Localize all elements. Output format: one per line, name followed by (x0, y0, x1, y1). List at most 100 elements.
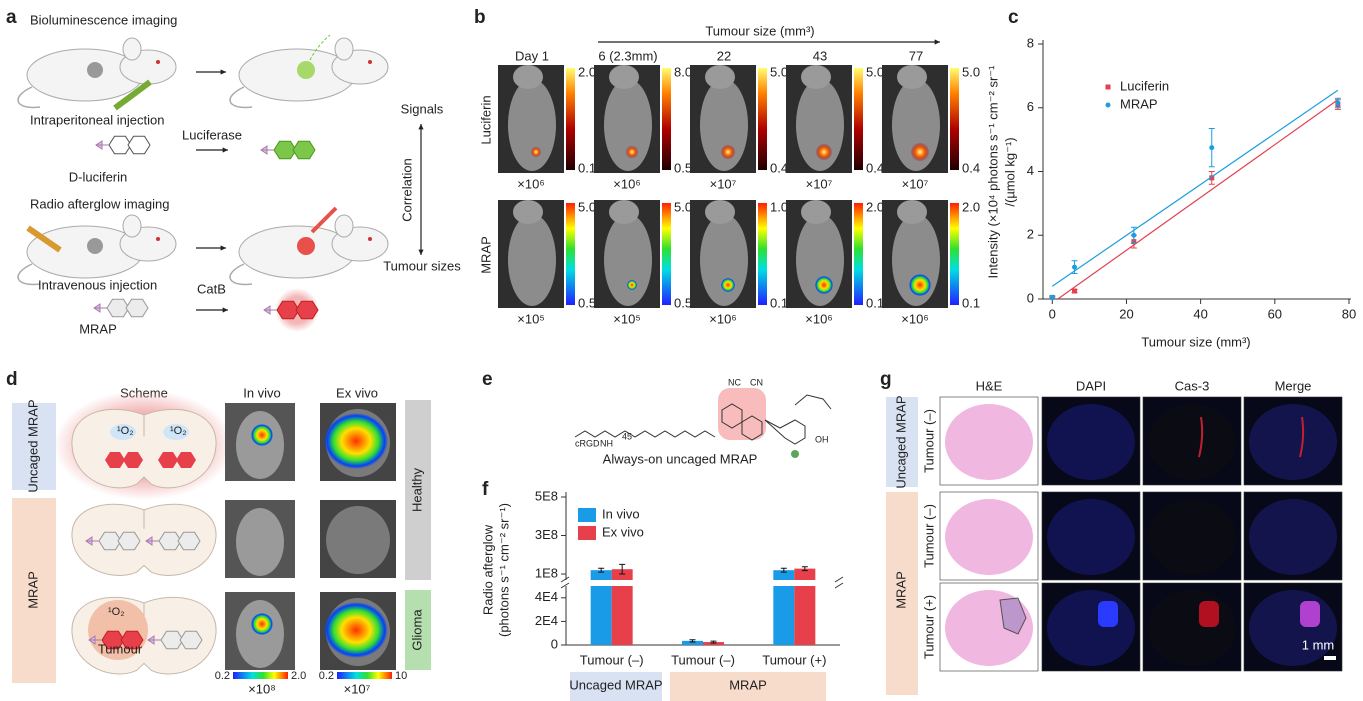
colorbar-min: 0.4 (962, 160, 980, 175)
tumour (87, 238, 103, 254)
fit-line (1057, 99, 1339, 300)
x-tick-label: 0 (1049, 306, 1056, 321)
error-bar (780, 567, 787, 573)
molecule-ring (177, 531, 201, 551)
mouse-head (705, 65, 735, 89)
mouse-silhouette (700, 214, 748, 306)
y-axis-title: Radio afterglow (480, 524, 495, 615)
colorbar-max: 10 (395, 670, 407, 682)
tissue-section (1249, 499, 1337, 575)
mouse-eye (368, 237, 372, 241)
tissue-section (1148, 404, 1236, 480)
oxygen-label: ¹O₂ (117, 425, 134, 437)
column-header: Ex vivo (336, 385, 378, 400)
colorbar-min: 0.1 (962, 295, 980, 310)
colorbar-min: 0.1 (578, 160, 596, 175)
axis-title: Tumour size (mm³) (705, 23, 814, 38)
colorbar-min: 0.4 (866, 160, 884, 175)
tumour-label: Tumour (98, 641, 143, 656)
data-point (1131, 232, 1137, 238)
tumour (87, 62, 103, 78)
y-axis-title: (photons s⁻¹ cm⁻² sr⁻¹) (496, 503, 511, 637)
molecule-ring (105, 452, 125, 468)
colorbar (758, 203, 767, 305)
emission (309, 34, 331, 61)
correlation-label: Correlation (399, 158, 414, 222)
colorbar-min: 0.5 (578, 295, 596, 310)
tissue-section (1148, 499, 1236, 575)
x-tick-label: Tumour (–) (580, 652, 644, 667)
oxygen-label: ¹O₂ (108, 606, 125, 618)
colorbar (337, 672, 392, 679)
scale-multiplier: ×10⁵ (517, 311, 544, 326)
arrow-head (220, 245, 226, 251)
panel-letter: a (6, 7, 17, 28)
group-label: MRAP (729, 677, 767, 692)
group-label: Uncaged MRAP (893, 395, 908, 488)
step-label: Intraperitoneal injection (30, 112, 164, 127)
scale-multiplier: ×10⁷ (806, 176, 833, 191)
x-tick-label: Tumour (–) (671, 652, 735, 667)
section-title: Bioluminescence imaging (30, 12, 177, 27)
condition-box (405, 400, 431, 580)
row-label: MRAP (478, 236, 493, 274)
condition-box (405, 590, 431, 670)
signal-spot (721, 278, 735, 292)
scale-multiplier: ×10⁶ (613, 176, 640, 191)
y-tick-label: 8 (1027, 35, 1034, 50)
signal-spot (251, 613, 273, 635)
bar (611, 569, 633, 645)
legend-label: In vivo (602, 506, 640, 521)
y-tick-label: 6 (1027, 99, 1034, 114)
scale-multiplier: ×10⁷ (344, 681, 371, 696)
molecule-ring (295, 300, 319, 320)
y-tick-label: 2E4 (535, 613, 558, 628)
y-tick-label: 5E8 (535, 488, 558, 503)
error-bar (801, 566, 808, 572)
bar (703, 642, 724, 645)
colorbar (854, 68, 863, 170)
bar (590, 570, 612, 645)
caption: Always-on uncaged MRAP (603, 451, 758, 466)
y-tick-label: 1E8 (535, 565, 558, 580)
stain-signal (1300, 601, 1320, 627)
colorbar-min: 0.5 (674, 160, 692, 175)
group-label: MRAP (893, 571, 908, 609)
atom-label: NC (728, 377, 741, 387)
column-header: H&E (976, 378, 1003, 393)
scale-bar (1324, 656, 1336, 660)
mouse-head (801, 65, 831, 89)
colorbar-max: 5.0 (866, 64, 884, 79)
molecule-label: D-luciferin (69, 169, 128, 184)
mouse-head (801, 200, 831, 224)
afterglow-chevron (310, 224, 320, 234)
group-label: MRAP (25, 571, 40, 609)
molecule-ring (179, 630, 203, 650)
molecule-ring (176, 452, 196, 468)
brain-silhouette (326, 506, 390, 574)
oxygen-label: ¹O₂ (170, 425, 187, 437)
colorbar (662, 68, 671, 170)
axis-break (558, 580, 848, 586)
bar (682, 640, 703, 645)
group-label: Uncaged MRAP (25, 399, 40, 492)
molecule-ring (123, 452, 143, 468)
colorbar-max: 2.0 (962, 199, 980, 214)
x-tick-label: 40 (1193, 306, 1207, 321)
section-title: Radio afterglow imaging (30, 196, 169, 211)
colorbar-max: 5.0 (674, 199, 692, 214)
colorbar (950, 68, 959, 170)
mouse-silhouette (604, 79, 652, 171)
colorbar-min: 0.1 (866, 295, 884, 310)
molecule-ring (127, 135, 151, 155)
molecule-cap (85, 536, 99, 546)
fit-line (1051, 89, 1339, 287)
afterglow-chevron (322, 212, 332, 222)
tumour-outline (999, 597, 1027, 635)
signal-spot (324, 413, 388, 469)
row-label: Tumour (–) (921, 409, 936, 473)
atom-label: CN (750, 377, 763, 387)
atom-label: OH (815, 434, 829, 444)
error-bar (598, 567, 605, 573)
